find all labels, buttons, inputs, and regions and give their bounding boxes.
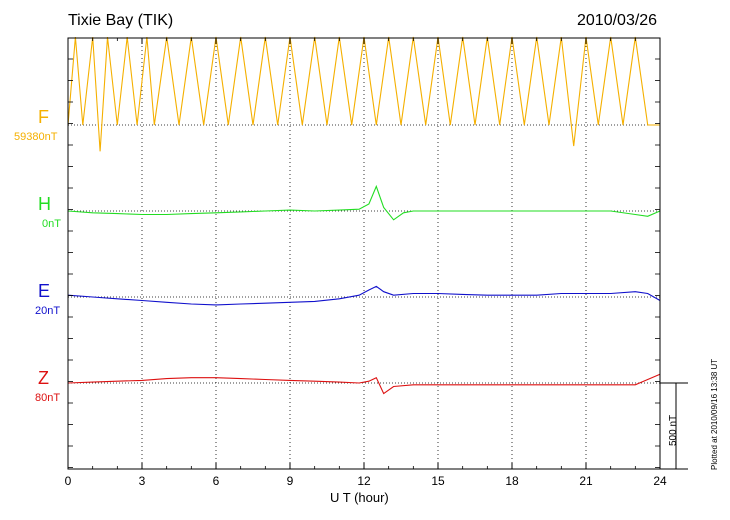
grid-lines xyxy=(141,38,587,469)
x-tick-label: 24 xyxy=(653,474,667,488)
channel-label-z: Z xyxy=(38,368,49,388)
series-lines xyxy=(67,36,661,395)
scale-bar xyxy=(660,382,688,470)
x-axis-label: U T (hour) xyxy=(330,490,389,505)
x-tick-label: 12 xyxy=(357,474,371,488)
series-line-f xyxy=(67,36,660,152)
x-tick-label: 21 xyxy=(579,474,593,488)
channel-base-z: 80nT xyxy=(35,392,61,404)
x-tick-label: 18 xyxy=(505,474,519,488)
x-tick-label: 15 xyxy=(431,474,445,488)
series-line-z xyxy=(67,373,661,395)
x-tick-label: 6 xyxy=(213,474,220,488)
channel-label-h: H xyxy=(38,194,51,214)
station-title: Tixie Bay (TIK) xyxy=(68,12,174,29)
channel-base-h: 0nT xyxy=(42,218,61,230)
x-tick-label: 3 xyxy=(139,474,146,488)
plotted-timestamp: Plotted at 2010/09/16 13:38 UT xyxy=(710,358,719,470)
date-title: 2010/03/26 xyxy=(577,12,658,29)
axis-ticks: 0 3 6 9 12 15 18 21 24 xyxy=(65,38,667,488)
series-line-h xyxy=(67,184,661,221)
x-tick-label: 9 xyxy=(287,474,294,488)
channel-label-f: F xyxy=(38,107,49,127)
channel-label-e: E xyxy=(38,281,51,301)
x-tick-label: 0 xyxy=(65,474,72,488)
channel-base-e: 20nT xyxy=(35,305,61,317)
series-line-e xyxy=(67,285,661,306)
channel-base-f: 59380nT xyxy=(14,131,58,143)
scale-bar-label: 500 nT xyxy=(668,414,679,446)
